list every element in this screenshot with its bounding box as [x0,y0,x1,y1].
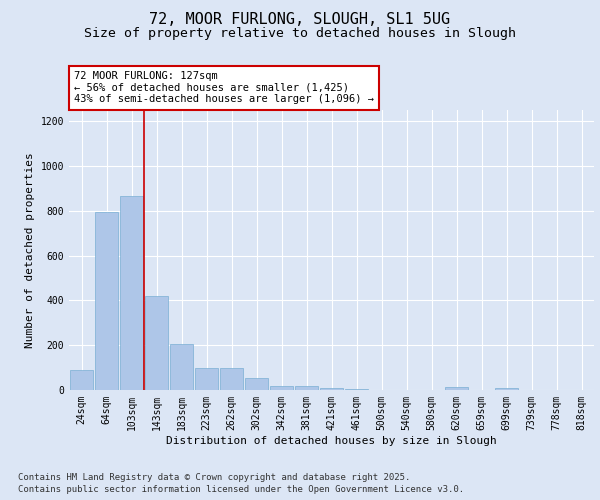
Bar [295,386,319,390]
Bar [70,370,94,390]
Bar [170,344,193,390]
Text: Contains public sector information licensed under the Open Government Licence v3: Contains public sector information licen… [18,485,464,494]
Bar [445,386,469,390]
X-axis label: Distribution of detached houses by size in Slough: Distribution of detached houses by size … [166,436,497,446]
Bar [119,196,143,390]
Bar [194,368,218,390]
Bar [494,388,518,390]
Bar [269,386,293,390]
Y-axis label: Number of detached properties: Number of detached properties [25,152,35,348]
Bar [245,378,268,390]
Text: 72 MOOR FURLONG: 127sqm
← 56% of detached houses are smaller (1,425)
43% of semi: 72 MOOR FURLONG: 127sqm ← 56% of detache… [74,71,374,104]
Bar [220,368,244,390]
Bar [95,212,118,390]
Text: Size of property relative to detached houses in Slough: Size of property relative to detached ho… [84,28,516,40]
Bar [145,296,169,390]
Text: Contains HM Land Registry data © Crown copyright and database right 2025.: Contains HM Land Registry data © Crown c… [18,472,410,482]
Bar [320,388,343,390]
Bar [344,389,368,390]
Text: 72, MOOR FURLONG, SLOUGH, SL1 5UG: 72, MOOR FURLONG, SLOUGH, SL1 5UG [149,12,451,28]
